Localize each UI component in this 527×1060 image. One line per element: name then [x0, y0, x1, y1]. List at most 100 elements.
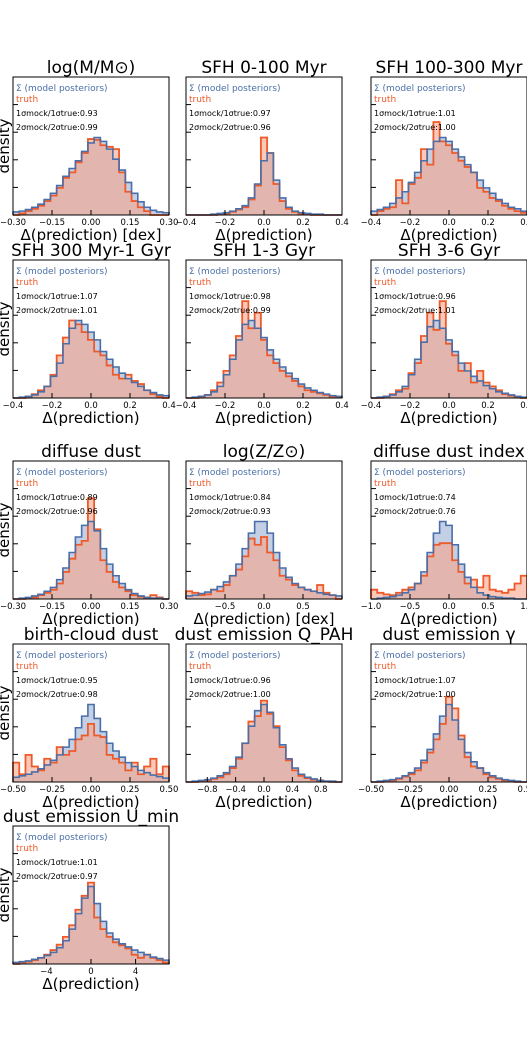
legend-model: Σ (model posteriors)	[374, 84, 466, 94]
panel-title: diffuse dust index	[373, 442, 525, 462]
x-axis-label: Δ(prediction)	[215, 793, 312, 811]
x-tick-label: −4	[40, 967, 53, 977]
x-tick-label: 0.0	[442, 218, 456, 228]
x-tick-label: −0.4	[225, 785, 246, 795]
truth-fill	[371, 301, 527, 398]
sigma1-ratio: 1σmock/1σtrue:0.74	[374, 493, 456, 502]
legend-model: Σ (model posteriors)	[16, 833, 108, 843]
histogram-panel-6: SFH 3-6 Gyr −0.4 −0.2 0.0 0.2 0.4 Δ(prediction…	[361, 241, 527, 427]
x-tick-label: −0.25	[397, 785, 423, 795]
sigma1-ratio: 1σmock/1σtrue:1.01	[16, 858, 98, 867]
legend-truth: truth	[16, 844, 38, 854]
x-tick-label: 0.2	[296, 401, 310, 411]
x-tick-label: 0.0	[257, 602, 271, 612]
y-axis-label: density	[0, 685, 13, 740]
x-tick-label: 0.2	[481, 218, 495, 228]
x-tick-label: −0.30	[0, 602, 26, 612]
histogram-panel-12: dust emission γ −0.50 −0.25 0.00 0.25 0.50 Δ(p…	[358, 625, 527, 811]
sigma2-ratio: 2σmock/2σtrue:0.96	[189, 123, 271, 132]
x-tick-label: 0.00	[82, 785, 101, 795]
x-tick-label: 0.00	[82, 602, 101, 612]
sigma2-ratio: 2σmock/2σtrue:0.98	[16, 690, 98, 699]
legend-model: Σ (model posteriors)	[16, 468, 108, 478]
sigma2-ratio: 2σmock/2σtrue:0.76	[374, 507, 456, 516]
model-posterior-line	[13, 319, 170, 399]
sigma2-ratio: 2σmock/2σtrue:0.96	[16, 507, 98, 516]
panel-title: log(M/M⊙)	[47, 58, 136, 78]
x-tick-label: 0.8	[314, 785, 328, 795]
sigma2-ratio: 2σmock/2σtrue:0.93	[189, 507, 271, 516]
sigma1-ratio: 1σmock/1σtrue:1.07	[374, 676, 456, 685]
x-tick-label: 0.5	[296, 602, 310, 612]
truth-fill	[13, 882, 169, 964]
legend-truth: truth	[374, 662, 396, 672]
sigma2-ratio: 2σmock/2σtrue:1.00	[374, 690, 456, 699]
histogram-panel-2: SFH 0-100 Myr −0.4 −0.2 0.0 0.2 0.4 Δ(predicti…	[176, 58, 349, 244]
model-posterior-line	[13, 520, 169, 600]
truth-fill	[186, 137, 342, 215]
x-tick-label: 0.4	[335, 218, 349, 228]
x-tick-label: −0.50	[0, 785, 26, 795]
sigma1-ratio: 1σmock/1σtrue:0.98	[189, 292, 271, 301]
legend-model: Σ (model posteriors)	[189, 651, 281, 661]
model-posterior-line	[370, 136, 527, 215]
x-axis-label: Δ(prediction)	[215, 409, 312, 427]
legend-truth: truth	[374, 95, 396, 105]
x-tick-label: 0.0	[257, 785, 271, 795]
truth-fill	[371, 543, 527, 599]
truth-fill	[186, 301, 342, 398]
x-tick-label: 0.30	[160, 602, 179, 612]
x-tick-label: −0.2	[400, 401, 421, 411]
histogram-panel-13: dust emission U_min −4 0 4Δ(prediction) dens…	[0, 807, 179, 993]
panel-title: dust emission Q_PAH	[175, 625, 354, 645]
model-posterior-line	[371, 319, 527, 399]
model-posterior-line	[12, 703, 170, 782]
x-tick-label: 0.0	[257, 401, 271, 411]
sigma1-ratio: 1σmock/1σtrue:0.93	[16, 109, 98, 118]
sigma1-ratio: 1σmock/1σtrue:1.07	[16, 292, 98, 301]
x-tick-label: 0.4	[520, 218, 527, 228]
sigma1-ratio: 1σmock/1σtrue:0.97	[189, 109, 271, 118]
model-posterior-line	[186, 703, 342, 783]
histogram-panel-9: diffuse dust index −1.0 −0.5 0.0 0.5 1.0 Δ(pre…	[361, 442, 527, 628]
x-tick-label: 0	[88, 967, 93, 977]
x-tick-label: 0.0	[442, 602, 456, 612]
x-axis-label: Δ(prediction)	[42, 610, 139, 628]
x-axis-label: Δ(prediction) [dex]	[193, 610, 334, 628]
x-tick-label: 0.4	[162, 401, 176, 411]
model-posterior-line	[186, 319, 343, 399]
x-tick-label: −0.8	[197, 785, 218, 795]
panel-title: SFH 3-6 Gyr	[398, 241, 500, 261]
legend-truth: truth	[189, 479, 211, 489]
x-tick-label: 1.0	[520, 602, 527, 612]
x-tick-label: 0.2	[481, 401, 495, 411]
x-tick-label: 0.30	[160, 218, 179, 228]
x-tick-label: 4	[133, 967, 138, 977]
x-axis-label: Δ(prediction)	[400, 226, 497, 244]
x-tick-label: 0.25	[121, 785, 140, 795]
sigma1-ratio: 1σmock/1σtrue:0.84	[189, 493, 271, 502]
model-posterior-line	[371, 703, 527, 783]
legend-model: Σ (model posteriors)	[16, 651, 108, 661]
legend-truth: truth	[16, 479, 38, 489]
y-axis-label: density	[0, 502, 13, 557]
x-tick-label: −1.0	[361, 602, 382, 612]
legend-model: Σ (model posteriors)	[189, 84, 281, 94]
sigma2-ratio: 2σmock/2σtrue:0.99	[189, 306, 271, 315]
histogram-panel-11: dust emission Q_PAH −0.8 −0.4 0.0 0.4 0.8Δ(pr…	[175, 625, 354, 811]
histogram-panel-1: log(M/M⊙) −0.30 −0.15 0.00 0.15 0.30Δ(predict…	[0, 58, 178, 244]
sigma2-ratio: 2σmock/2σtrue:1.01	[374, 306, 456, 315]
x-tick-label: 0.50	[518, 785, 527, 795]
sigma1-ratio: 1σmock/1σtrue:1.01	[374, 109, 456, 118]
x-tick-label: −0.5	[215, 602, 236, 612]
histogram-panel-10: birth-cloud dust −0.50 −0.25 0.00 0.25 0.50 Δ(…	[0, 625, 178, 811]
x-tick-label: −0.2	[400, 218, 421, 228]
x-tick-label: 0.4	[335, 401, 349, 411]
x-tick-label: 0.0	[84, 401, 98, 411]
x-tick-label: −0.30	[0, 218, 26, 228]
x-tick-label: −0.4	[176, 218, 197, 228]
x-tick-label: 0.00	[440, 785, 459, 795]
legend-truth: truth	[374, 278, 396, 288]
panel-title: SFH 300 Myr-1 Gyr	[11, 241, 171, 261]
